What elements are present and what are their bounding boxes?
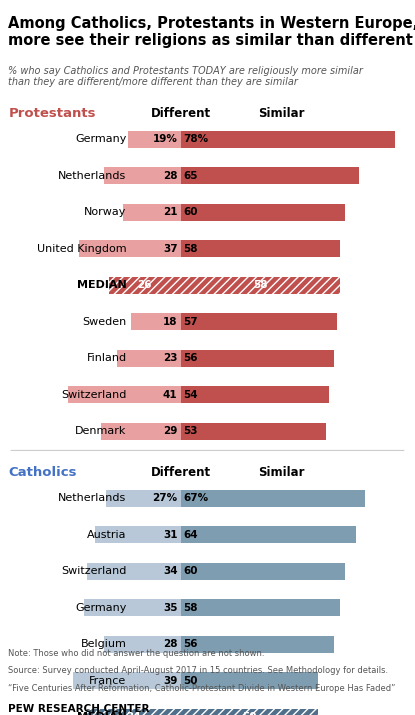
Text: Similar: Similar bbox=[258, 466, 304, 479]
Text: 21: 21 bbox=[163, 207, 178, 217]
Text: 34: 34 bbox=[127, 712, 141, 715]
Text: Denmark: Denmark bbox=[75, 426, 127, 436]
Text: Switzerland: Switzerland bbox=[61, 566, 127, 576]
Text: 29: 29 bbox=[163, 426, 178, 436]
Bar bbox=[181, 709, 318, 715]
Text: “Five Centuries After Reformation, Catholic-Protestant Divide in Western Europe : “Five Centuries After Reformation, Catho… bbox=[8, 684, 395, 693]
Text: % who say Catholics and Protestants TODAY are religiously more similar
than they: % who say Catholics and Protestants TODA… bbox=[8, 66, 363, 87]
Text: 53: 53 bbox=[183, 426, 198, 436]
Text: Netherlands: Netherlands bbox=[59, 493, 127, 503]
Bar bbox=[181, 204, 346, 221]
Text: 27%: 27% bbox=[152, 493, 178, 503]
Text: Switzerland: Switzerland bbox=[61, 390, 127, 400]
Text: 78%: 78% bbox=[183, 134, 209, 144]
Text: Germany: Germany bbox=[75, 603, 127, 613]
Text: 23: 23 bbox=[163, 353, 178, 363]
Bar bbox=[87, 563, 181, 580]
Text: Different: Different bbox=[151, 466, 210, 479]
Text: 50: 50 bbox=[242, 712, 256, 715]
Bar bbox=[109, 277, 181, 294]
Text: 35: 35 bbox=[163, 603, 178, 613]
Bar bbox=[181, 490, 365, 507]
Bar bbox=[181, 277, 340, 294]
Bar bbox=[84, 599, 181, 616]
Bar bbox=[181, 350, 334, 367]
Bar bbox=[181, 167, 359, 184]
Bar bbox=[73, 672, 181, 689]
Bar bbox=[79, 240, 181, 257]
Text: 54: 54 bbox=[183, 390, 198, 400]
Bar bbox=[131, 313, 181, 330]
Text: Germany: Germany bbox=[75, 134, 127, 144]
Text: Netherlands: Netherlands bbox=[59, 171, 127, 181]
Bar bbox=[87, 709, 181, 715]
Text: 67%: 67% bbox=[183, 493, 209, 503]
Text: Protestants: Protestants bbox=[8, 107, 96, 120]
Bar bbox=[95, 526, 181, 543]
Text: 28: 28 bbox=[163, 639, 178, 649]
Bar bbox=[87, 709, 181, 715]
Bar bbox=[101, 423, 181, 440]
Text: 28: 28 bbox=[163, 171, 178, 181]
Text: 58: 58 bbox=[183, 244, 198, 254]
Bar bbox=[128, 131, 181, 148]
Text: Catholics: Catholics bbox=[8, 466, 77, 479]
Text: Belgium: Belgium bbox=[81, 639, 127, 649]
Text: 18: 18 bbox=[163, 317, 178, 327]
Text: Among Catholics, Protestants in Western Europe,
more see their religions as simi: Among Catholics, Protestants in Western … bbox=[8, 16, 415, 48]
Bar bbox=[181, 386, 329, 403]
Text: 58: 58 bbox=[253, 280, 268, 290]
Bar bbox=[181, 563, 346, 580]
Text: 58: 58 bbox=[183, 603, 198, 613]
Bar bbox=[181, 709, 318, 715]
Text: Austria: Austria bbox=[87, 530, 127, 540]
Text: 64: 64 bbox=[183, 530, 198, 540]
Bar bbox=[181, 131, 395, 148]
Bar bbox=[68, 386, 181, 403]
Text: 56: 56 bbox=[183, 353, 198, 363]
Text: Different: Different bbox=[151, 107, 210, 120]
Text: Note: Those who did not answer the question are not shown.: Note: Those who did not answer the quest… bbox=[8, 649, 265, 659]
Text: 60: 60 bbox=[183, 207, 198, 217]
Text: 50: 50 bbox=[183, 676, 198, 686]
Bar bbox=[181, 599, 340, 616]
Text: Finland: Finland bbox=[86, 353, 127, 363]
Bar bbox=[181, 526, 356, 543]
Bar bbox=[181, 240, 340, 257]
Text: 39: 39 bbox=[163, 676, 178, 686]
Text: 37: 37 bbox=[163, 244, 178, 254]
Text: 31: 31 bbox=[163, 530, 178, 540]
Bar bbox=[181, 423, 326, 440]
Text: 56: 56 bbox=[183, 639, 198, 649]
Bar bbox=[117, 350, 181, 367]
Bar bbox=[123, 204, 181, 221]
Bar bbox=[181, 636, 334, 653]
Bar bbox=[104, 167, 181, 184]
Text: 65: 65 bbox=[183, 171, 198, 181]
Bar bbox=[181, 313, 337, 330]
Text: 19%: 19% bbox=[153, 134, 178, 144]
Bar bbox=[181, 672, 318, 689]
Text: 60: 60 bbox=[183, 566, 198, 576]
Text: United Kingdom: United Kingdom bbox=[37, 244, 127, 254]
Bar bbox=[106, 490, 181, 507]
Text: 26: 26 bbox=[137, 280, 152, 290]
Text: MEDIAN: MEDIAN bbox=[77, 712, 127, 715]
Text: 41: 41 bbox=[163, 390, 178, 400]
Text: 34: 34 bbox=[163, 566, 178, 576]
Text: Source: Survey conducted April-August 2017 in 15 countries. See Methodology for : Source: Survey conducted April-August 20… bbox=[8, 666, 388, 676]
Text: Sweden: Sweden bbox=[82, 317, 127, 327]
Bar bbox=[181, 277, 340, 294]
Text: Norway: Norway bbox=[84, 207, 127, 217]
Text: France: France bbox=[89, 676, 127, 686]
Text: Similar: Similar bbox=[258, 107, 304, 120]
Bar bbox=[109, 277, 181, 294]
Text: MEDIAN: MEDIAN bbox=[77, 280, 127, 290]
Text: PEW RESEARCH CENTER: PEW RESEARCH CENTER bbox=[8, 704, 150, 714]
Text: 57: 57 bbox=[183, 317, 198, 327]
Bar bbox=[104, 636, 181, 653]
